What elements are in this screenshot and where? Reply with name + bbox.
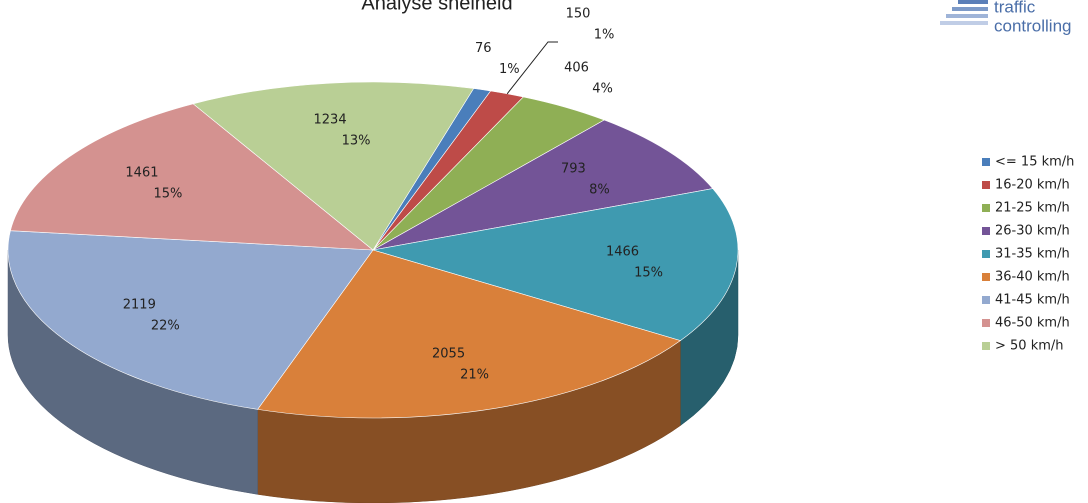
data-label-percent: 4% [592, 82, 613, 97]
legend-label: 16-20 km/h [995, 178, 1070, 193]
legend-label: <= 15 km/h [995, 155, 1074, 170]
data-label-value: 1234 [314, 112, 347, 127]
legend-label: > 50 km/h [995, 339, 1064, 354]
data-label-percent: 15% [634, 265, 663, 280]
legend-label: 36-40 km/h [995, 270, 1070, 285]
legend-swatch [982, 158, 990, 166]
legend-swatch [982, 342, 990, 350]
tops [7, 81, 739, 419]
legend-swatch [982, 250, 990, 258]
data-label-value: 2119 [123, 297, 156, 312]
legend-label: 46-50 km/h [995, 316, 1070, 331]
legend-swatch [982, 181, 990, 189]
data-label-value: 76 [475, 41, 492, 56]
logo-bar [952, 7, 988, 11]
legend-swatch [982, 204, 990, 212]
slice [257, 249, 682, 419]
logo-bar [946, 14, 988, 18]
legend-swatch [982, 319, 990, 327]
legend-swatch [982, 296, 990, 304]
legend-label: 26-30 km/h [995, 224, 1070, 239]
legend-swatch [982, 227, 990, 235]
data-label-percent: 8% [589, 182, 610, 197]
slice [372, 188, 739, 341]
slice [7, 230, 374, 410]
legend-label: 21-25 km/h [995, 201, 1070, 216]
logo-text: traffic [994, 0, 1036, 16]
data-label-percent: 1% [499, 62, 520, 77]
slice [192, 81, 475, 251]
legend: <= 15 km/h 16-20 km/h 21-25 km/h 26-30 km/h… [982, 155, 1074, 354]
slice [372, 119, 714, 251]
logo-text: controlling [994, 16, 1072, 35]
data-label-value: 150 [566, 7, 591, 22]
leader-line [506, 41, 558, 95]
data-label-value: 406 [564, 61, 589, 76]
data-label-value: 793 [561, 161, 586, 176]
slice [10, 103, 374, 251]
data-label-percent: 1% [594, 28, 615, 43]
legend-label: 41-45 km/h [995, 293, 1070, 308]
logo-bar [958, 0, 988, 4]
chart-title: Analyse snelheid [361, 0, 512, 14]
legend-swatch [982, 273, 990, 281]
data-label-percent: 15% [154, 187, 183, 202]
data-label-percent: 21% [460, 368, 489, 383]
data-label-percent: 22% [151, 318, 180, 333]
logo-bar [940, 21, 988, 25]
data-label-value: 1466 [606, 244, 639, 259]
data-label-percent: 13% [342, 133, 371, 148]
data-label-value: 2055 [432, 347, 465, 362]
logo: traffic controlling [940, 0, 1072, 35]
legend-label: 31-35 km/h [995, 247, 1070, 262]
data-label-value: 1461 [125, 166, 158, 181]
labels: 761%1501%4064%7938%146615%205521%211922%… [123, 7, 663, 383]
